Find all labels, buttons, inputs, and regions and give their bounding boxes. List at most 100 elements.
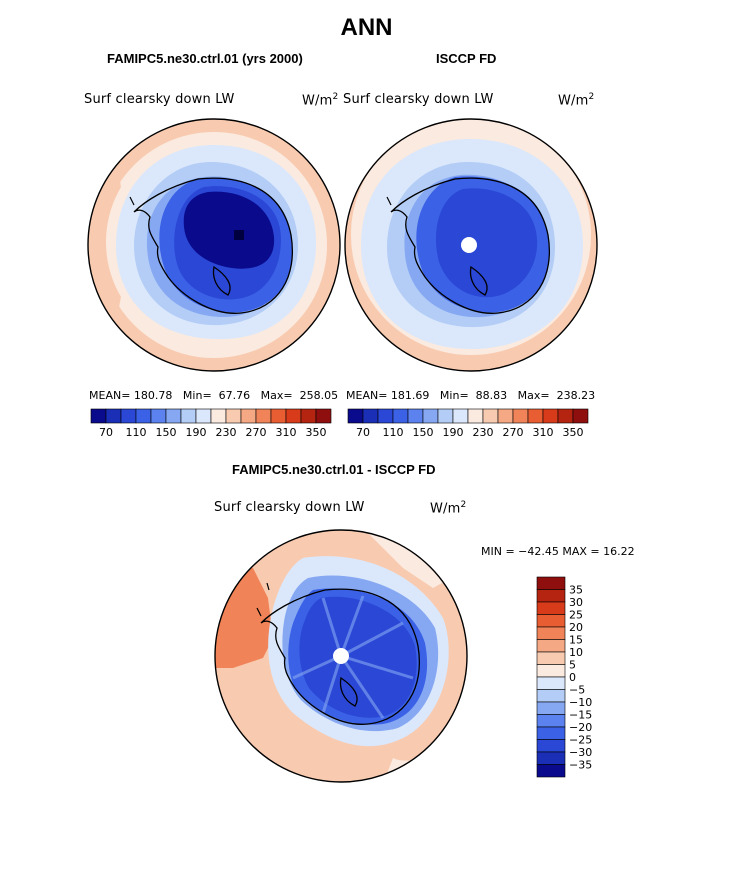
colorbar-diff-swatch xyxy=(536,626,566,640)
panel2-mean-value: 181.69 xyxy=(390,389,430,402)
colorbar-diff-tick-label: 0 xyxy=(569,671,576,684)
panel1-stats: MEAN= 180.78 Min= 67.76 Max= 258.05 xyxy=(89,389,338,402)
panel1-variable: Surf clearsky down LW xyxy=(84,92,235,107)
colorbar-panel2-swatch xyxy=(512,408,529,424)
panel1-mean-value: 180.78 xyxy=(133,389,173,402)
colorbar-panel2-tick-label: 110 xyxy=(383,426,404,439)
colorbar-panel1-tick-label: 70 xyxy=(99,426,113,439)
panel2-min-value: 88.83 xyxy=(475,389,508,402)
colorbar-diff-tick-label: −25 xyxy=(569,734,592,747)
colorbar-panel1-swatch xyxy=(240,408,257,424)
map-panel1 xyxy=(87,118,341,372)
colorbar-panel1-swatch xyxy=(285,408,302,424)
colorbar-diff-swatch xyxy=(536,576,566,590)
panel1-min-value: 67.76 xyxy=(218,389,251,402)
colorbar-panel1: 70 110 150 190 230 270 310 350 xyxy=(90,408,332,439)
colorbar-panel1-swatch xyxy=(315,408,332,424)
colorbar-panel2-swatch xyxy=(452,408,469,424)
colorbar-panel2-swatch xyxy=(347,408,364,424)
colorbar-panel2-tick-label: 350 xyxy=(563,426,584,439)
colorbar-panel2-swatch xyxy=(572,408,589,424)
colorbar-panel2-swatch xyxy=(557,408,574,424)
colorbar-diff-swatch xyxy=(536,589,566,603)
colorbar-diff-swatch xyxy=(536,651,566,665)
colorbar-panel1-swatch xyxy=(165,408,182,424)
colorbar-panel2-swatch xyxy=(527,408,544,424)
panel1-mean-label: MEAN= xyxy=(89,389,131,402)
colorbar-panel2-swatch xyxy=(482,408,499,424)
panel2-mean-label: MEAN= xyxy=(346,389,388,402)
colorbar-diff-tick-label: 25 xyxy=(569,609,583,622)
colorbar-panel1-swatch xyxy=(195,408,212,424)
colorbar-panel1-tick-label: 270 xyxy=(246,426,267,439)
map-diff xyxy=(214,529,468,783)
colorbar-panel1-tick-label: 150 xyxy=(156,426,177,439)
panel1-max-label: Max= xyxy=(260,389,293,402)
colorbar-panel2-swatch xyxy=(437,408,454,424)
panel2-subtitle: ISCCP FD xyxy=(436,51,497,66)
diff-subtitle: FAMIPC5.ne30.ctrl.01 - ISCCP FD xyxy=(232,462,436,477)
colorbar-diff-tick-label: 20 xyxy=(569,621,583,634)
colorbar-panel1-swatch xyxy=(225,408,242,424)
colorbar-panel1-swatch xyxy=(105,408,122,424)
colorbar-diff-tick-label: −20 xyxy=(569,721,592,734)
colorbar-panel1-swatch xyxy=(255,408,272,424)
colorbar-diff-swatch xyxy=(536,714,566,728)
colorbar-panel2-swatch xyxy=(407,408,424,424)
colorbar-diff-tick-label: 10 xyxy=(569,646,583,659)
panel2-units: W/m2 xyxy=(558,92,595,109)
colorbar-panel2-tick-label: 270 xyxy=(503,426,524,439)
colorbar-panel1-swatch xyxy=(150,408,167,424)
panel1-subtitle: FAMIPC5.ne30.ctrl.01 (yrs 2000) xyxy=(107,51,303,66)
colorbar-panel2-tick-label: 150 xyxy=(413,426,434,439)
colorbar-diff-swatch xyxy=(536,751,566,765)
colorbar-diff-tick-label: 30 xyxy=(569,596,583,609)
colorbar-panel1-tick-label: 230 xyxy=(216,426,237,439)
colorbar-panel1-tick-label: 310 xyxy=(276,426,297,439)
panel2-max-value: 238.23 xyxy=(556,389,596,402)
diff-variable: Surf clearsky down LW xyxy=(214,500,365,515)
colorbar-panel1-swatch xyxy=(90,408,107,424)
colorbar-diff-tick-label: 15 xyxy=(569,634,583,647)
diff-units: W/m2 xyxy=(430,500,467,517)
panel2-min-label: Min= xyxy=(439,389,469,402)
colorbar-diff-swatch xyxy=(536,689,566,703)
colorbar-diff-swatch xyxy=(536,601,566,615)
colorbar-diff-swatch xyxy=(536,739,566,753)
colorbar-diff-tick-label: −30 xyxy=(569,746,592,759)
colorbar-diff-swatch xyxy=(536,764,566,778)
colorbar-diff-tick-label: −35 xyxy=(569,759,592,772)
panel2-stats: MEAN= 181.69 Min= 88.83 Max= 238.23 xyxy=(346,389,595,402)
map-panel2 xyxy=(344,118,598,372)
panel1-units: W/m2 xyxy=(302,92,339,109)
panel2-max-label: Max= xyxy=(517,389,550,402)
colorbar-panel2-tick-label: 190 xyxy=(443,426,464,439)
panel1-min-label: Min= xyxy=(182,389,212,402)
colorbar-panel2-tick-label: 70 xyxy=(356,426,370,439)
colorbar-panel2: 70 110 150 190 230 270 310 350 xyxy=(347,408,589,439)
colorbar-diff-swatch xyxy=(536,726,566,740)
colorbar-panel2-swatch xyxy=(422,408,439,424)
colorbar-panel1-tick-label: 190 xyxy=(186,426,207,439)
colorbar-diff-swatch xyxy=(536,701,566,715)
panel2-variable: Surf clearsky down LW xyxy=(343,92,494,107)
diff-minmax: MIN = −42.45 MAX = 16.22 xyxy=(481,545,635,558)
colorbar-panel2-swatch xyxy=(467,408,484,424)
colorbar-panel2-swatch xyxy=(542,408,559,424)
colorbar-panel1-swatch xyxy=(300,408,317,424)
colorbar-diff-swatch xyxy=(536,639,566,653)
colorbar-diff-swatch xyxy=(536,664,566,678)
colorbar-panel1-swatch xyxy=(180,408,197,424)
colorbar-panel2-swatch xyxy=(392,408,409,424)
panel1-max-value: 258.05 xyxy=(299,389,339,402)
colorbar-panel2-swatch xyxy=(377,408,394,424)
colorbar-panel2-tick-label: 230 xyxy=(473,426,494,439)
page-title: ANN xyxy=(340,14,393,41)
colorbar-diff-tick-label: −15 xyxy=(569,709,592,722)
colorbar-diff-tick-label: 5 xyxy=(569,659,576,672)
colorbar-panel1-swatch xyxy=(210,408,227,424)
colorbar-panel2-tick-label: 310 xyxy=(533,426,554,439)
colorbar-panel2-swatch xyxy=(497,408,514,424)
colorbar-panel1-swatch xyxy=(135,408,152,424)
